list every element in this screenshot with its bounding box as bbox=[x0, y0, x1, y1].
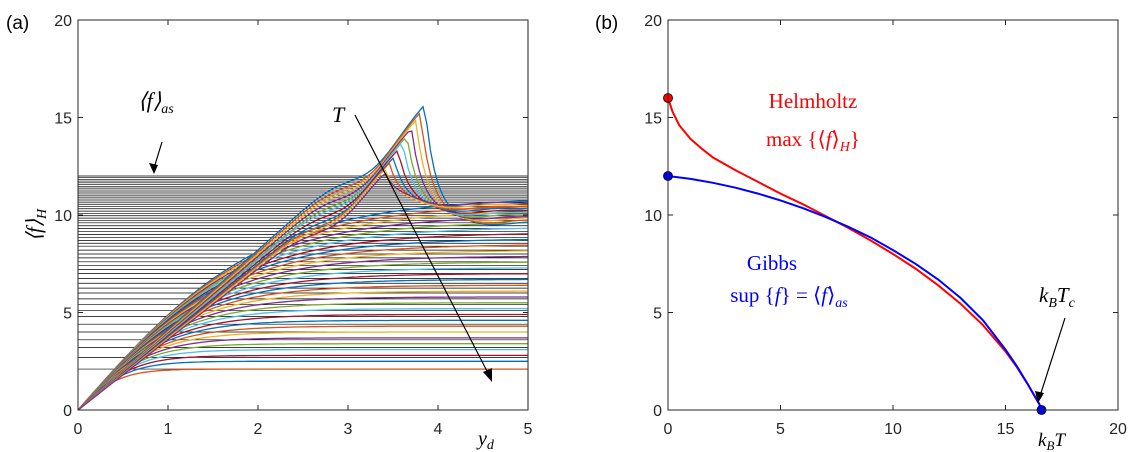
panel-a-series-line bbox=[77, 368, 528, 411]
panel-a-series-line bbox=[77, 267, 528, 411]
asymptote-arrow bbox=[153, 141, 163, 169]
panel-a-xtick-label: 5 bbox=[524, 421, 533, 438]
panel-a: (a) 0 1 2 3 4 5 0 5 10 15 20 ⟨f⟩H yd ⟨f⟩as T bbox=[6, 13, 533, 452]
panel-b-xtick-label: 15 bbox=[997, 421, 1015, 438]
panel-b-label: (b) bbox=[595, 13, 618, 34]
asymptote-arrowhead bbox=[149, 163, 158, 174]
panel-a-ytick-label: 10 bbox=[54, 208, 72, 225]
critical-temperature-label: kBTc bbox=[1039, 283, 1076, 311]
panel-a-series-line bbox=[77, 261, 529, 411]
panel-a-peaked-line bbox=[77, 149, 529, 411]
panel-a-ytick-label: 5 bbox=[63, 306, 72, 323]
gibbs-formula: sup {f} = ⟨f⟩as bbox=[730, 283, 848, 311]
panel-a-xtick-label: 3 bbox=[344, 421, 353, 438]
panel-a-series-line bbox=[77, 284, 528, 411]
panel-a-series-line bbox=[77, 278, 528, 411]
panel-a-series-line bbox=[77, 296, 528, 411]
panel-b-ytick-label: 5 bbox=[653, 306, 662, 323]
panel-a-peaked-line bbox=[77, 169, 529, 411]
panel-a-series-line bbox=[77, 360, 528, 411]
panel-a-ytick-label: 15 bbox=[54, 111, 72, 128]
panel-a-xtick-label: 2 bbox=[254, 421, 263, 438]
panel-b-xtick-label: 20 bbox=[1109, 421, 1127, 438]
panel-a-series-line bbox=[77, 343, 528, 411]
panel-a-series-line bbox=[77, 313, 528, 411]
panel-a-peaked-line bbox=[77, 130, 529, 411]
panel-a-series-line bbox=[77, 290, 528, 411]
critical-arrow bbox=[1039, 317, 1066, 397]
panel-b-xlabel: kBT bbox=[1038, 430, 1066, 452]
panel-b-xtick-label: 0 bbox=[664, 421, 673, 438]
critical-arrowhead bbox=[1035, 391, 1044, 403]
panel-a-series-line bbox=[77, 348, 528, 411]
panel-b-axes-box bbox=[667, 19, 1119, 411]
panel-a-series-line bbox=[77, 238, 528, 411]
gibbs-title: Gibbs bbox=[747, 251, 797, 275]
panel-a-xtick-label: 4 bbox=[434, 421, 443, 438]
panel-b-ytick-label: 15 bbox=[644, 111, 662, 128]
panel-a-ticks: 0 1 2 3 4 5 0 5 10 15 20 bbox=[54, 13, 532, 438]
panel-a-xtick-label: 1 bbox=[164, 421, 173, 438]
panel-a-series-line bbox=[77, 273, 529, 411]
panel-a-label: (a) bbox=[6, 13, 29, 34]
panel-a-ylabel: ⟨f⟩H bbox=[22, 208, 50, 241]
panel-a-series-line bbox=[77, 337, 528, 411]
panel-b-ticks: 0 5 10 15 20 0 5 10 15 20 bbox=[644, 13, 1127, 438]
panel-a-xlabel: yd bbox=[476, 428, 495, 452]
temperature-label: T bbox=[332, 102, 346, 127]
panel-a-peaked-line bbox=[77, 172, 529, 411]
panel-b-xtick-label: 10 bbox=[884, 421, 902, 438]
panel-b-xtick-label: 5 bbox=[776, 421, 785, 438]
panel-a-xtick-label: 0 bbox=[74, 421, 83, 438]
panel-b-ytick-label: 0 bbox=[653, 403, 662, 420]
panel-b-ytick-label: 10 bbox=[644, 208, 662, 225]
panel-a-plot-area bbox=[77, 105, 529, 411]
panel-a-series-line bbox=[77, 354, 528, 411]
gibbs-curve bbox=[667, 175, 1043, 411]
panel-a-ytick-label: 0 bbox=[63, 403, 72, 420]
temperature-arrow bbox=[354, 114, 490, 376]
panel-a-ytick-label: 20 bbox=[54, 13, 72, 30]
helmholtz-title: Helmholtz bbox=[769, 89, 858, 113]
panel-a-series-line bbox=[77, 319, 528, 411]
panel-b: (b) 0 5 10 15 20 0 5 10 15 20 kBT Helmholtz max {… bbox=[595, 13, 1127, 452]
panel-a-peaked-line bbox=[77, 142, 529, 411]
panel-b-ytick-label: 20 bbox=[644, 13, 662, 30]
helmholtz-formula: max {⟨f⟩H} bbox=[766, 127, 860, 155]
temperature-arrowhead bbox=[483, 368, 492, 382]
asymptote-label: ⟨f⟩as bbox=[138, 88, 174, 117]
